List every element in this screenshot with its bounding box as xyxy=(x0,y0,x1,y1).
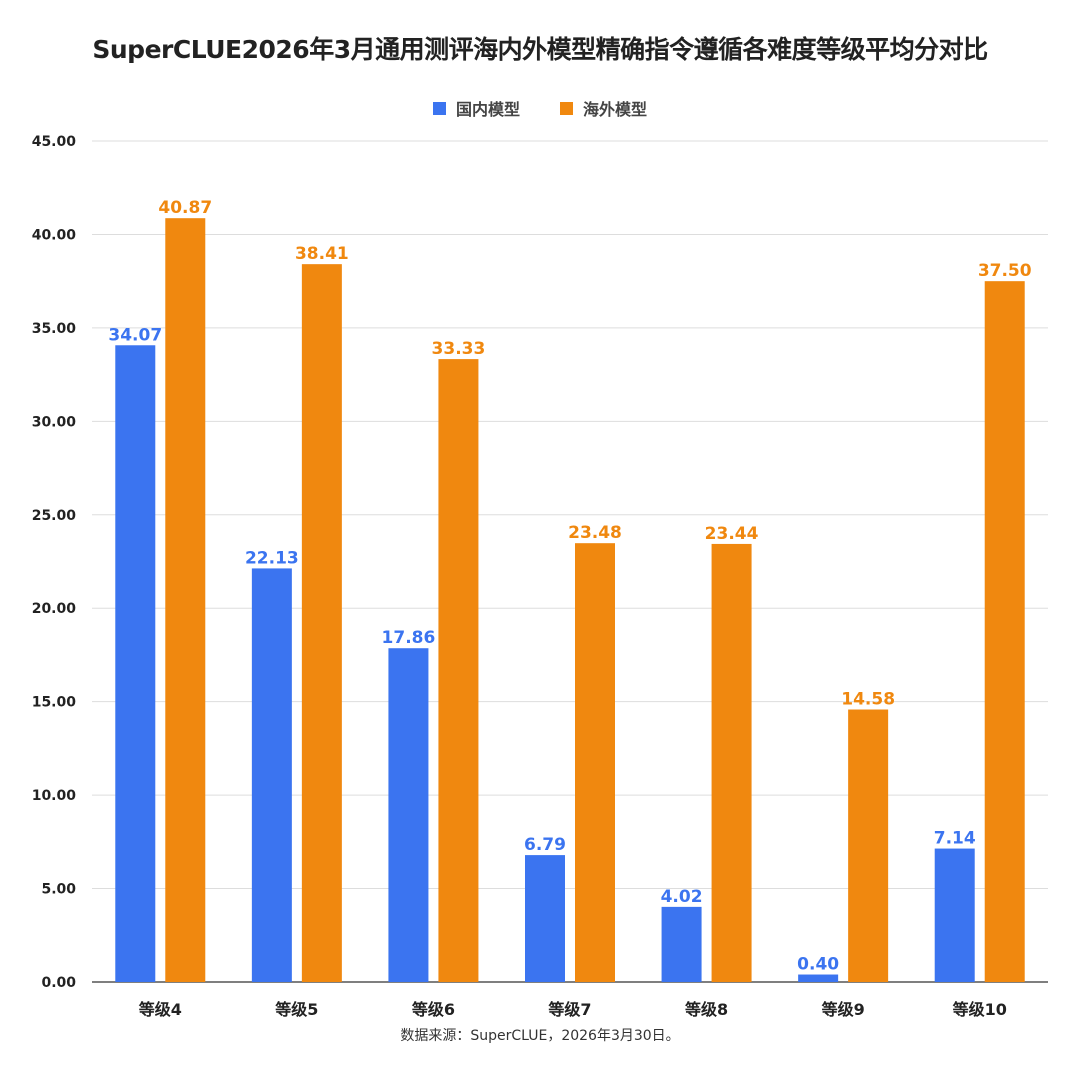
legend-swatch-domestic xyxy=(432,101,446,115)
bar-domestic xyxy=(388,648,429,982)
data-label-overseas: 14.58 xyxy=(841,690,895,710)
y-tick-label: 10.00 xyxy=(32,788,77,804)
y-tick-label: 35.00 xyxy=(32,321,77,337)
bar-overseas xyxy=(438,359,479,982)
x-tick-label: 等级6 xyxy=(411,1000,455,1019)
data-label-domestic: 7.14 xyxy=(934,829,976,849)
y-tick-label: 5.00 xyxy=(41,882,76,898)
data-label-overseas: 40.87 xyxy=(158,198,212,218)
legend: 国内模型 海外模型 xyxy=(0,96,1080,120)
bar-overseas xyxy=(711,543,752,982)
y-tick-label: 40.00 xyxy=(32,227,77,243)
bar-domestic xyxy=(251,568,292,982)
data-label-domestic: 6.79 xyxy=(524,835,566,855)
data-label-overseas: 38.41 xyxy=(295,244,349,264)
y-tick-label: 25.00 xyxy=(32,508,77,524)
x-tick-label: 等级9 xyxy=(821,1000,865,1019)
data-label-overseas: 23.44 xyxy=(705,524,759,544)
legend-label-domestic: 国内模型 xyxy=(455,100,520,119)
legend-label-overseas: 海外模型 xyxy=(583,100,648,119)
bar-overseas xyxy=(984,281,1025,983)
y-tick-label: 15.00 xyxy=(32,695,77,711)
bar-overseas xyxy=(575,543,615,982)
bar-overseas xyxy=(165,218,206,982)
x-tick-label: 等级7 xyxy=(547,1000,591,1019)
bar-domestic xyxy=(934,848,975,982)
legend-swatch-overseas xyxy=(560,101,573,115)
y-tick-label: 45.00 xyxy=(32,134,77,150)
data-label-overseas: 37.50 xyxy=(978,261,1032,281)
data-label-domestic: 34.07 xyxy=(108,325,162,345)
data-label-domestic: 0.40 xyxy=(797,955,839,975)
x-tick-label: 等级8 xyxy=(684,1000,728,1019)
bar-domestic xyxy=(798,974,839,982)
data-label-domestic: 4.02 xyxy=(661,887,703,907)
y-tick-label: 30.00 xyxy=(32,414,77,430)
data-label-domestic: 22.13 xyxy=(245,548,299,568)
bar-domestic xyxy=(661,906,702,982)
bar-overseas xyxy=(301,264,342,982)
bar-domestic xyxy=(525,855,565,982)
data-label-domestic: 17.86 xyxy=(382,628,436,648)
legend-item-overseas[interactable]: 海外模型 xyxy=(560,96,647,120)
chart-title: SuperCLUE2026年3月通用测评海内外模型精确指令遵循各难度等级平均分对… xyxy=(92,35,988,64)
bar-domestic xyxy=(115,345,156,983)
y-tick-label: 0.00 xyxy=(41,975,76,991)
bar-overseas xyxy=(848,709,889,982)
x-tick-label: 等级5 xyxy=(274,1000,318,1019)
legend-item-domestic[interactable]: 国内模型 xyxy=(432,96,520,120)
y-tick-label: 20.00 xyxy=(32,601,77,617)
source-note: 数据来源：SuperCLUE，2026年3月30日。 xyxy=(400,1028,680,1044)
data-label-overseas: 33.33 xyxy=(432,339,486,359)
x-tick-label: 等级4 xyxy=(138,1000,182,1019)
x-tick-label: 等级10 xyxy=(952,1000,1007,1019)
data-label-overseas: 23.48 xyxy=(568,523,622,543)
